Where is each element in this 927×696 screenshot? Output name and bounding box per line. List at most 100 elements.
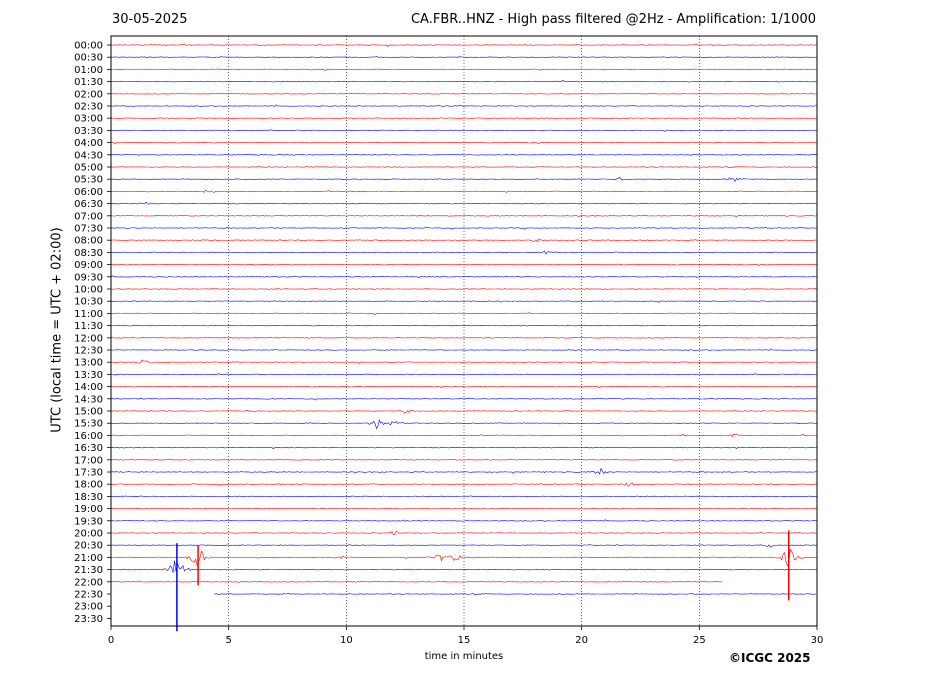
y-tick-label-0100: 01:00 bbox=[74, 65, 103, 76]
trace-0630 bbox=[110, 201, 818, 205]
y-axis-label: UTC (local time = UTC + 02:00) bbox=[49, 227, 65, 433]
y-tick-label-0200: 02:00 bbox=[74, 89, 103, 100]
y-tick-label-0500: 05:00 bbox=[74, 163, 103, 174]
x-tick-label-10: 10 bbox=[340, 635, 353, 646]
y-tick-label-2200: 22:00 bbox=[74, 577, 103, 588]
vertical-gridlines bbox=[228, 36, 700, 626]
trace-1300 bbox=[111, 359, 818, 364]
trace-2000 bbox=[110, 530, 817, 536]
y-tick-label-0930: 09:30 bbox=[74, 272, 103, 283]
trace-1230 bbox=[110, 348, 818, 352]
y-tick-label-2130: 21:30 bbox=[74, 565, 103, 576]
x-tick-label-20: 20 bbox=[575, 635, 588, 646]
trace-0430 bbox=[110, 153, 818, 156]
trace-1330 bbox=[111, 373, 818, 376]
trace-1900 bbox=[110, 507, 818, 510]
trace-0600 bbox=[110, 189, 818, 193]
y-tick-label-1230: 12:30 bbox=[74, 346, 103, 357]
trace-1800 bbox=[110, 482, 818, 487]
date-label: 30-05-2025 bbox=[112, 12, 188, 27]
y-tick-label-1900: 19:00 bbox=[74, 504, 103, 515]
y-tick-label-0030: 00:30 bbox=[74, 53, 103, 64]
trace-2200 bbox=[110, 580, 723, 583]
trace-1930 bbox=[110, 519, 817, 522]
y-tick-label-0000: 00:00 bbox=[74, 41, 103, 52]
trace-1000 bbox=[110, 287, 817, 291]
trace-1700 bbox=[110, 458, 818, 461]
trace-0500 bbox=[110, 166, 818, 168]
trace-0800 bbox=[110, 238, 817, 243]
trace-1830 bbox=[110, 495, 818, 498]
trace-0530 bbox=[110, 177, 818, 183]
trace-1530 bbox=[110, 419, 818, 430]
y-tick-label-1530: 15:30 bbox=[74, 419, 103, 430]
trace-2100 bbox=[110, 548, 818, 567]
trace-2130 bbox=[110, 560, 818, 573]
trace-0030 bbox=[110, 55, 817, 59]
y-tick-label-1600: 16:00 bbox=[74, 431, 103, 442]
trace-1030 bbox=[110, 300, 817, 303]
trace-1100 bbox=[110, 312, 818, 316]
y-tick-label-0730: 07:30 bbox=[74, 224, 103, 235]
y-tick-label-0700: 07:00 bbox=[74, 211, 103, 222]
y-tick-label-2230: 22:30 bbox=[74, 590, 103, 601]
trace-1200 bbox=[110, 336, 817, 339]
y-tick-label-1730: 17:30 bbox=[74, 468, 103, 479]
trace-0900 bbox=[110, 263, 818, 266]
x-axis-label: time in minutes bbox=[424, 651, 504, 662]
y-tick-label-0300: 03:00 bbox=[74, 114, 103, 125]
trace-1730 bbox=[110, 467, 818, 475]
trace-0930 bbox=[110, 275, 817, 279]
x-axis-ticks: 0 5 10 15 20 25 30 bbox=[108, 626, 824, 646]
seismic-traces bbox=[110, 43, 818, 632]
trace-1130 bbox=[110, 324, 818, 327]
y-tick-label-0530: 05:30 bbox=[74, 175, 103, 186]
x-tick-label-0: 0 bbox=[108, 635, 114, 646]
trace-0200 bbox=[110, 92, 818, 95]
y-tick-label-1700: 17:00 bbox=[74, 455, 103, 466]
y-tick-label-2300: 23:00 bbox=[74, 602, 103, 613]
y-tick-label-2100: 21:00 bbox=[74, 553, 103, 564]
y-tick-label-0600: 06:00 bbox=[74, 187, 103, 198]
y-tick-label-0430: 04:30 bbox=[74, 150, 103, 161]
y-tick-label-0630: 06:30 bbox=[74, 199, 103, 210]
y-tick-label-1930: 19:30 bbox=[74, 516, 103, 527]
y-tick-label-1800: 18:00 bbox=[74, 480, 103, 491]
trace-1600 bbox=[110, 433, 818, 437]
trace-1430 bbox=[110, 397, 818, 401]
trace-0300 bbox=[110, 117, 817, 120]
y-tick-label-1330: 13:30 bbox=[74, 370, 103, 381]
y-tick-label-1630: 16:30 bbox=[74, 443, 103, 454]
x-tick-label-30: 30 bbox=[811, 635, 824, 646]
trace-1400 bbox=[110, 385, 818, 389]
x-tick-label-15: 15 bbox=[458, 635, 471, 646]
y-tick-label-0830: 08:30 bbox=[74, 248, 103, 259]
y-tick-label-1830: 18:30 bbox=[74, 492, 103, 503]
y-tick-label-0400: 04:00 bbox=[74, 138, 103, 149]
trace-0400 bbox=[110, 141, 818, 145]
y-tick-label-1000: 10:00 bbox=[74, 285, 103, 296]
trace-0130 bbox=[110, 79, 818, 83]
y-tick-label-0230: 02:30 bbox=[74, 102, 103, 113]
y-tick-label-1200: 12:00 bbox=[74, 333, 103, 344]
y-tick-label-1130: 11:30 bbox=[74, 321, 103, 332]
y-tick-label-1030: 10:30 bbox=[74, 297, 103, 308]
y-tick-label-0130: 01:30 bbox=[74, 77, 103, 88]
y-tick-label-2000: 20:00 bbox=[74, 529, 103, 540]
chart-title: CA.FBR..HNZ - High pass filtered @2Hz - … bbox=[410, 12, 816, 27]
trace-2030 bbox=[110, 544, 818, 548]
trace-1500 bbox=[110, 409, 818, 414]
x-tick-label-5: 5 bbox=[225, 635, 231, 646]
y-tick-label-0800: 08:00 bbox=[74, 236, 103, 247]
trace-0830 bbox=[110, 250, 818, 255]
copyright-label: ©ICGC 2025 bbox=[729, 651, 811, 665]
y-tick-label-2330: 23:30 bbox=[74, 614, 103, 625]
trace-0330 bbox=[110, 129, 818, 132]
y-tick-label-1430: 14:30 bbox=[74, 394, 103, 405]
y-tick-label-2030: 20:30 bbox=[74, 541, 103, 552]
y-tick-label-0900: 09:00 bbox=[74, 260, 103, 271]
trace-0730 bbox=[110, 226, 818, 230]
trace-1630 bbox=[110, 446, 818, 450]
